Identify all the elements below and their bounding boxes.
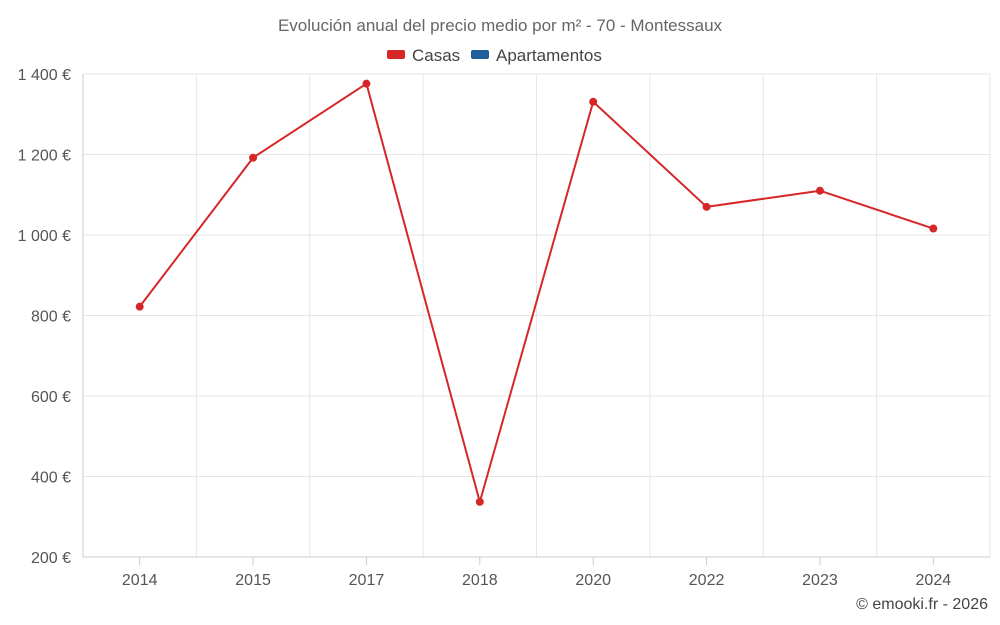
x-tick-label: 2015: [235, 572, 271, 589]
data-point[interactable]: [475, 497, 484, 506]
y-tick-label: 1 000 €: [18, 228, 71, 245]
x-tick-label: 2024: [916, 572, 952, 589]
credit-text: © emooki.fr - 2026: [856, 596, 988, 613]
legend-swatch-apartamentos: [471, 50, 489, 59]
legend: Casas Apartamentos: [387, 46, 602, 65]
grid: [82, 73, 991, 557]
legend-item-apartamentos[interactable]: Apartamentos: [471, 46, 602, 65]
x-tick-label: 2014: [122, 572, 158, 589]
x-tick-label: 2022: [689, 572, 725, 589]
data-point[interactable]: [135, 302, 144, 311]
y-tick-label: 1 400 €: [18, 67, 71, 84]
axes: 200 € 400 € 600 € 800 € 1 000 € 1 200 € 1 400 …: [18, 67, 990, 589]
data-point[interactable]: [362, 79, 371, 88]
legend-item-casas[interactable]: Casas: [387, 46, 460, 65]
legend-swatch-casas: [387, 50, 405, 59]
legend-label-casas: Casas: [412, 46, 460, 65]
data-point[interactable]: [589, 97, 598, 106]
x-tick-label: 2018: [462, 572, 498, 589]
data-point[interactable]: [702, 202, 711, 211]
y-tick-label: 1 200 €: [18, 148, 71, 165]
series-casas: [135, 79, 938, 506]
y-tick-label: 400 €: [31, 470, 71, 487]
data-point[interactable]: [249, 153, 258, 162]
x-tick-label: 2020: [575, 572, 611, 589]
series-line: [138, 82, 934, 503]
data-point[interactable]: [815, 186, 824, 195]
y-tick-label: 200 €: [31, 550, 71, 567]
chart-title: Evolución anual del precio medio por m² …: [278, 16, 723, 35]
x-tick-label: 2023: [802, 572, 838, 589]
legend-label-apartamentos: Apartamentos: [496, 46, 602, 65]
x-tick-label: 2017: [349, 572, 385, 589]
y-tick-label: 800 €: [31, 309, 71, 326]
y-tick-label: 600 €: [31, 389, 71, 406]
data-point[interactable]: [929, 224, 938, 233]
